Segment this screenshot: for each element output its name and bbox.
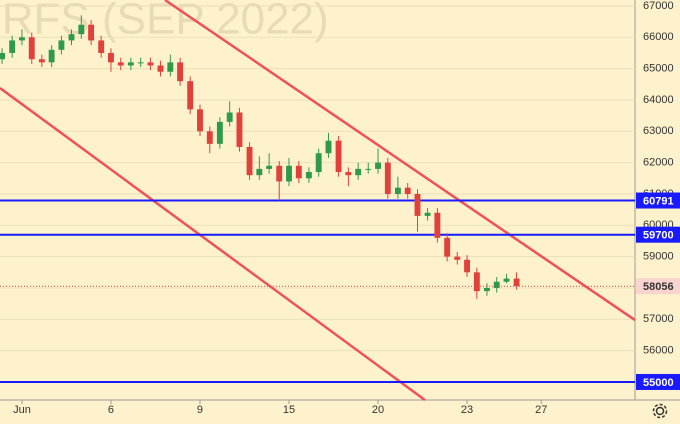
candle-body — [68, 34, 75, 41]
candle-body — [0, 52, 6, 60]
candle-body — [236, 112, 243, 147]
candle-body — [483, 287, 490, 292]
candle-body — [276, 165, 283, 182]
candle-body — [127, 62, 134, 66]
x-tick-label: 23 — [461, 404, 473, 416]
candle-body — [147, 62, 154, 66]
candle-body — [137, 62, 144, 64]
y-tick-label: 56000 — [643, 345, 674, 357]
watermark-title: URFS (SEP 2022) — [0, 0, 329, 44]
candle-body — [216, 121, 223, 144]
candle-body — [513, 278, 520, 287]
y-tick-label: 62000 — [643, 157, 674, 169]
x-tick-label: 6 — [108, 404, 114, 416]
candle-body — [286, 165, 292, 182]
candle-body — [187, 81, 194, 110]
candle-body — [88, 24, 95, 41]
settings-icon[interactable] — [652, 403, 668, 419]
candle-body — [197, 109, 203, 132]
candle-body — [335, 140, 342, 173]
level-label: 55000 — [643, 377, 674, 389]
candle-body — [117, 62, 124, 66]
level-badge — [636, 192, 680, 209]
trend-line — [164, 0, 636, 322]
candle-body — [38, 59, 45, 63]
level-label: 60791 — [643, 195, 674, 207]
x-tick-label: 27 — [535, 404, 547, 416]
candle-body — [206, 131, 213, 144]
candle-body — [167, 62, 174, 72]
candle-body — [414, 193, 421, 216]
candle-body — [365, 168, 372, 170]
candle-body — [355, 168, 362, 176]
level-label: 59700 — [643, 230, 674, 242]
candle-body — [444, 237, 451, 257]
x-tick-label: 15 — [283, 404, 295, 416]
candle-body — [177, 62, 184, 82]
x-tick-label: Jun — [13, 404, 31, 416]
candle-body — [226, 112, 233, 122]
axis-overlay: 5500056000570005800059000600006100062000… — [13, 0, 680, 416]
candle-body — [345, 172, 352, 176]
y-tick-label: 64000 — [643, 94, 674, 106]
x-tick-label: 20 — [372, 404, 384, 416]
candle-body — [325, 140, 332, 154]
candle-body — [424, 212, 431, 216]
candle-body — [384, 162, 391, 194]
candle-body — [503, 278, 510, 282]
candle-body — [19, 37, 25, 41]
candle-body — [246, 146, 253, 176]
candle-body — [315, 153, 322, 173]
candle-body — [48, 49, 55, 63]
last-price-label: 58056 — [643, 281, 674, 293]
level-badge — [636, 226, 680, 243]
trend-line — [0, 87, 426, 402]
y-tick-label: 66000 — [643, 31, 674, 43]
candle-body — [305, 172, 312, 179]
candle-body — [266, 165, 273, 169]
last-price-badge — [636, 278, 680, 295]
candle-body — [464, 259, 470, 273]
candle-body — [256, 168, 263, 176]
candle-body — [9, 40, 16, 53]
candle-body — [78, 24, 85, 35]
y-tick-label: 63000 — [643, 125, 674, 137]
candle-body — [375, 162, 381, 169]
x-tick-label: 9 — [197, 404, 203, 416]
candle-body — [98, 40, 105, 53]
y-tick-label: 65000 — [643, 63, 674, 75]
plot-area — [0, 0, 636, 402]
candle-body — [394, 187, 401, 194]
candle-body — [108, 52, 114, 63]
candle-body — [434, 212, 441, 238]
candle-body — [295, 165, 302, 179]
candle-body — [493, 281, 500, 288]
level-badge — [636, 373, 680, 390]
y-tick-label: 67000 — [643, 0, 674, 12]
candle-body — [28, 37, 35, 60]
candle-body — [58, 40, 65, 50]
y-tick-label: 59000 — [643, 251, 674, 263]
candle-body — [404, 187, 411, 194]
y-tick-label: 57000 — [643, 313, 674, 325]
candle-body — [157, 65, 164, 72]
candle-body — [454, 256, 461, 260]
candle-body — [473, 272, 480, 292]
